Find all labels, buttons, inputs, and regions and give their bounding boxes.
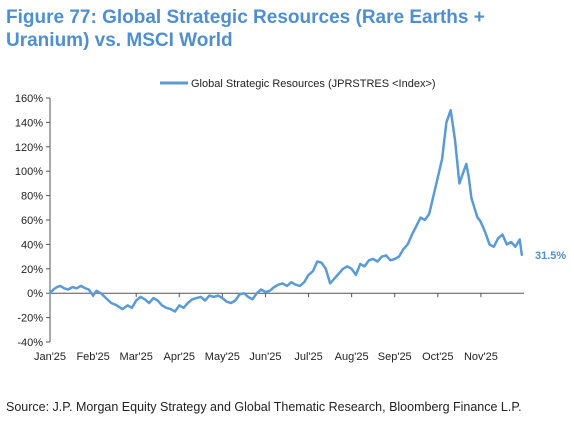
x-tick-label: Sep'25 bbox=[378, 351, 412, 363]
last-value-layer: 31.5% bbox=[535, 250, 566, 262]
x-tick-label: Oct'25 bbox=[422, 351, 453, 363]
x-axis: Jan'25 Feb'25 Mar'25 Apr'25 May'25 Jun'25 Jul'… bbox=[34, 292, 524, 363]
y-tick-label: -40% bbox=[17, 337, 43, 349]
y-tick-label: 80% bbox=[21, 191, 43, 203]
y-tick-label: 160% bbox=[15, 93, 43, 105]
y-tick-label: -20% bbox=[17, 313, 43, 325]
legend-label: Global Strategic Resources (JPRSTRES <In… bbox=[191, 78, 436, 90]
series-layer bbox=[48, 108, 524, 313]
x-tick-label: Jun'25 bbox=[249, 351, 281, 363]
source-note: Source: J.P. Morgan Equity Strategy and … bbox=[6, 400, 522, 414]
y-tick-label: 40% bbox=[21, 239, 43, 251]
y-tick-label: 20% bbox=[21, 264, 43, 276]
y-axis: -40% -20% 0% 20% 40% 60% 80% 100% 120% 140% 160% bbox=[15, 93, 51, 349]
last-value-label: 31.5% bbox=[535, 250, 566, 262]
legend: Global Strategic Resources (JPRSTRES <In… bbox=[160, 78, 436, 90]
y-tick-label: 100% bbox=[15, 166, 43, 178]
x-tick-label: Feb'25 bbox=[76, 351, 109, 363]
series-line bbox=[48, 108, 524, 313]
x-tick-label: Nov'25 bbox=[464, 351, 498, 363]
chart-title: Figure 77: Global Strategic Resources (R… bbox=[6, 7, 485, 51]
x-tick-label: Jul'25 bbox=[294, 351, 322, 363]
x-tick-label: Jan'25 bbox=[34, 351, 66, 363]
y-tick-label: 140% bbox=[15, 117, 43, 129]
y-tick-label: 0% bbox=[27, 288, 43, 300]
x-tick-label: May'25 bbox=[205, 351, 240, 363]
y-tick-label: 60% bbox=[21, 215, 43, 227]
y-tick-label: 120% bbox=[15, 142, 43, 154]
x-tick-label: Apr'25 bbox=[164, 351, 195, 363]
x-tick-label: Aug'25 bbox=[335, 351, 369, 363]
x-tick-label: Mar'25 bbox=[120, 351, 153, 363]
